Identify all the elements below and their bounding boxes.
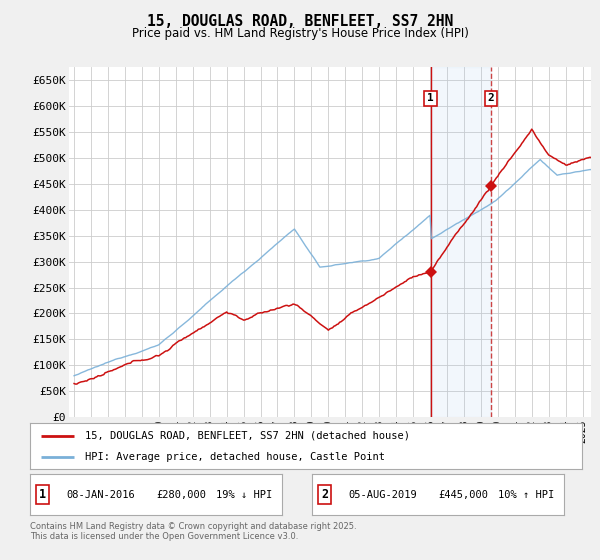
Text: 2: 2 — [487, 94, 494, 103]
Text: 1: 1 — [39, 488, 46, 501]
Text: Price paid vs. HM Land Registry's House Price Index (HPI): Price paid vs. HM Land Registry's House … — [131, 27, 469, 40]
Text: 19% ↓ HPI: 19% ↓ HPI — [216, 490, 272, 500]
Text: HPI: Average price, detached house, Castle Point: HPI: Average price, detached house, Cast… — [85, 452, 385, 462]
Text: 1: 1 — [427, 94, 434, 103]
Text: 10% ↑ HPI: 10% ↑ HPI — [498, 490, 554, 500]
Text: £445,000: £445,000 — [438, 490, 488, 500]
Text: 15, DOUGLAS ROAD, BENFLEET, SS7 2HN (detached house): 15, DOUGLAS ROAD, BENFLEET, SS7 2HN (det… — [85, 431, 410, 441]
Text: 05-AUG-2019: 05-AUG-2019 — [348, 490, 417, 500]
Text: 15, DOUGLAS ROAD, BENFLEET, SS7 2HN: 15, DOUGLAS ROAD, BENFLEET, SS7 2HN — [147, 14, 453, 29]
Text: 2: 2 — [321, 488, 328, 501]
Bar — [431, 67, 491, 417]
Text: Contains HM Land Registry data © Crown copyright and database right 2025.
This d: Contains HM Land Registry data © Crown c… — [30, 522, 356, 542]
Text: 08-JAN-2016: 08-JAN-2016 — [66, 490, 135, 500]
Text: £280,000: £280,000 — [156, 490, 206, 500]
